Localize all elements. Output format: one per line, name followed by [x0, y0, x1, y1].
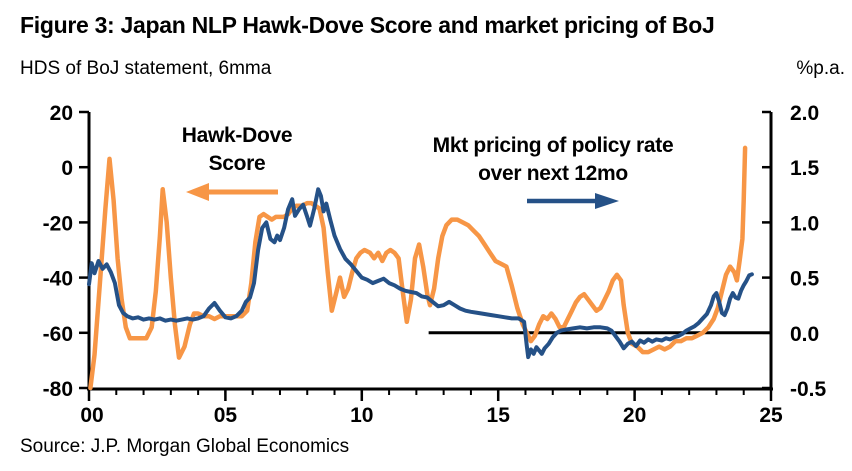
x-tick-label: 00 — [80, 404, 103, 427]
mkt-pricing-annotation-line2: over next 12mo — [478, 162, 628, 185]
y-right-tick-label: -0.5 — [790, 378, 827, 401]
mkt-pricing-annotation-line1: Mkt pricing of policy rate — [432, 134, 674, 157]
x-tick-label: 10 — [350, 404, 373, 427]
x-tick-label: 05 — [214, 404, 238, 427]
y-left-tick-label: -20 — [43, 212, 73, 235]
y-left-tick-label: -80 — [43, 378, 73, 401]
hawk-dove-annotation-line2: Score — [208, 152, 266, 175]
y-left-tick-label: -60 — [43, 323, 73, 346]
y-right-tick-label: 0.5 — [790, 268, 820, 291]
mkt-pricing-arrowhead-icon — [595, 193, 619, 209]
y-right-tick-label: 1.5 — [790, 157, 820, 180]
y-right-tick-label: 0.0 — [790, 323, 819, 346]
right-axis-units-label: %p.a. — [796, 58, 845, 79]
source-note: Source: J.P. Morgan Global Economics — [20, 436, 350, 457]
mkt-pricing-annotation: Mkt pricing of policy rate over next 12m… — [408, 132, 698, 188]
x-tick-label: 20 — [623, 404, 646, 427]
figure-title: Figure 3: Japan NLP Hawk-Dove Score and … — [20, 12, 715, 38]
left-axis-units-label: HDS of BoJ statement, 6mma — [20, 58, 272, 79]
y-left-tick-label: -40 — [43, 268, 73, 291]
hawk-dove-annotation: Hawk-Dove Score — [152, 122, 322, 178]
x-tick-label: 15 — [487, 404, 511, 427]
hawk-dove-annotation-line1: Hawk-Dove — [181, 124, 293, 147]
y-right-tick-label: 1.0 — [790, 212, 819, 235]
mkt-pricing-line — [87, 187, 754, 360]
y-left-tick-label: 0 — [61, 157, 73, 180]
hawk-dove-arrowhead-icon — [186, 183, 209, 201]
x-tick-label: 25 — [759, 404, 783, 427]
y-left-tick-label: 20 — [50, 102, 73, 125]
y-right-tick-label: 2.0 — [790, 102, 819, 125]
